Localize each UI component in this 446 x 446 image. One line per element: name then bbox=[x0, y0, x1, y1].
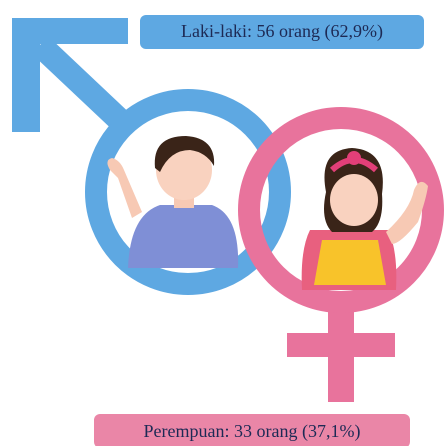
page: Laki-laki: 56 orang (62,9%) Perempuan: 3… bbox=[0, 0, 446, 446]
female-crossbar bbox=[287, 333, 395, 357]
girl-dress bbox=[314, 240, 386, 285]
female-label: Perempuan: 33 orang (37,1%) bbox=[144, 421, 361, 442]
infographic: Laki-laki: 56 orang (62,9%) Perempuan: 3… bbox=[0, 0, 446, 446]
girl-bow bbox=[347, 151, 361, 165]
male-label: Laki-laki: 56 orang (62,9%) bbox=[181, 21, 383, 42]
male-arrow-shaft bbox=[40, 45, 128, 128]
girl-face bbox=[330, 174, 378, 226]
